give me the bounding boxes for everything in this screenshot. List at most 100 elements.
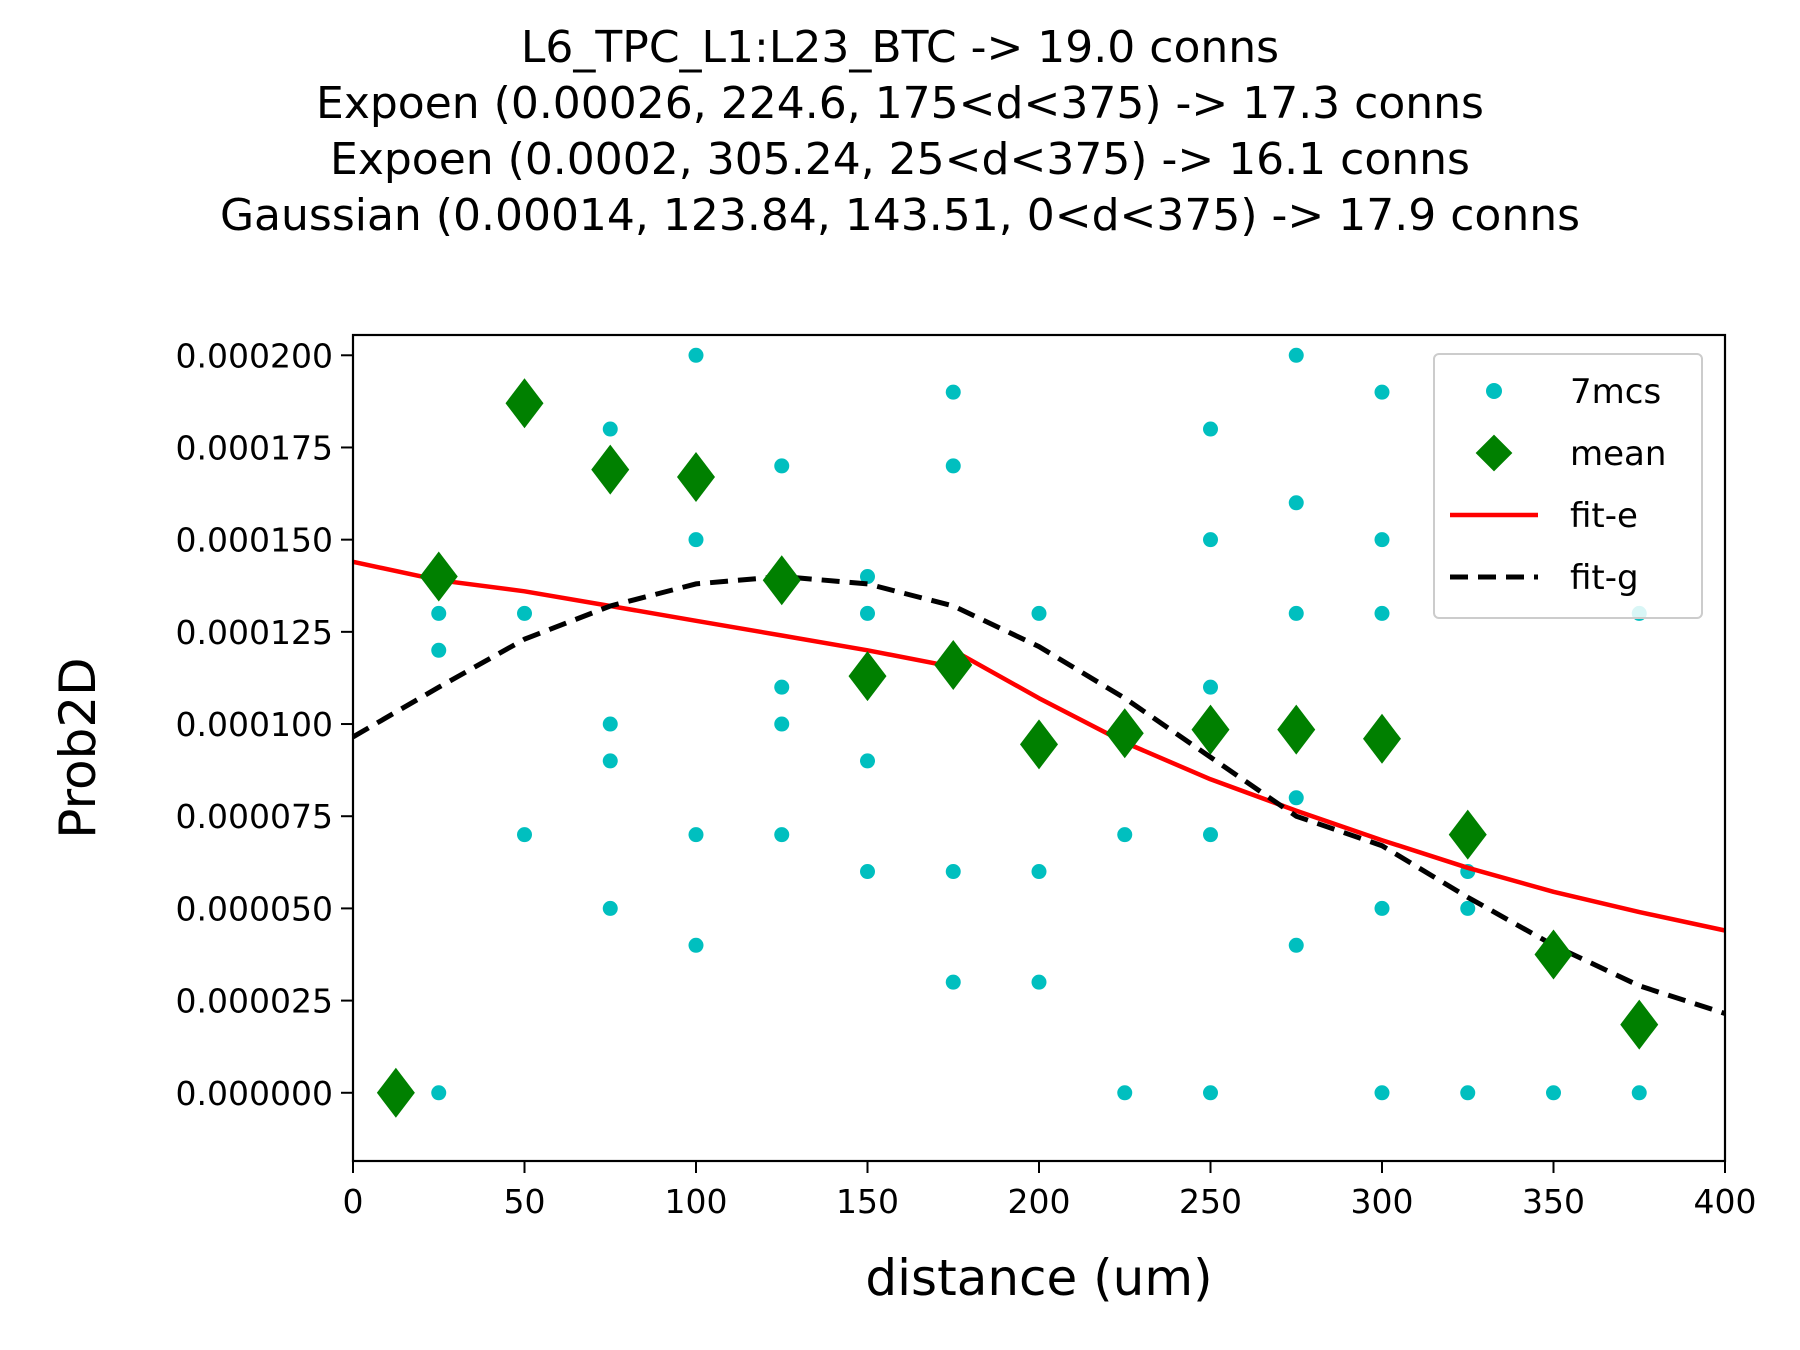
y-tick-label: 0.000125 [176,613,333,652]
y-tick-label: 0.000025 [176,982,333,1021]
mean-marker [1191,704,1230,755]
sample-point [1031,605,1047,621]
sample-point [602,900,618,916]
sample-point [860,569,875,585]
sample-point [688,532,704,548]
mean-marker [1020,719,1058,770]
sample-point [774,679,790,695]
y-tick-label: 0.000050 [176,889,333,928]
sample-point [774,716,790,732]
legend-fit-g-label: fit-g [1570,558,1639,598]
y-tick-label: 0.000175 [176,428,333,467]
sample-point [860,605,875,621]
y-tick-label: 0.000200 [176,336,333,375]
x-tick-label: 250 [1179,1182,1242,1221]
mean-marker [376,1067,415,1118]
sample-point [1631,1085,1647,1101]
sample-point [945,458,961,474]
legend-mean-label: mean [1570,434,1666,474]
mean-marker [1105,708,1144,759]
title-line-3: Expoen (0.0002, 305.24, 25<d<375) -> 16.… [330,134,1470,185]
sample-point [602,753,618,769]
y-tick-label: 0.000100 [176,705,333,744]
x-tick-label: 400 [1694,1182,1757,1221]
y-tick-label: 0.000075 [176,797,333,836]
sample-point [688,937,704,953]
mean-marker [677,451,715,502]
sample-point [1203,827,1218,843]
sample-point [1031,974,1047,990]
sample-point [774,458,790,474]
legend-7mcs-marker [1486,383,1502,399]
mean-marker [848,651,887,702]
x-axis-label: distance (um) [865,1249,1212,1307]
sample-point [602,716,618,732]
legend-7mcs-label: 7mcs [1570,372,1661,412]
sample-point [774,827,790,843]
mean-marker [505,378,544,429]
sample-point [1374,605,1390,621]
sample-point [1288,605,1304,621]
sample-point [1288,495,1304,511]
sample-point [517,827,532,843]
sample-point [1374,384,1390,400]
mean-marker [1620,999,1659,1050]
x-tick-label: 50 [504,1182,546,1221]
legend-fit-e-label: fit-e [1570,496,1638,536]
sample-point [1374,900,1390,916]
sample-point [860,864,875,880]
x-tick-label: 200 [1008,1182,1071,1221]
sample-point [1203,532,1218,548]
sample-point [1031,864,1047,880]
sample-point [1203,421,1218,437]
sample-point [1117,1085,1133,1101]
title-line-2: Expoen (0.00026, 224.6, 175<d<375) -> 17… [316,78,1484,129]
sample-point [1288,790,1304,806]
sample-point [517,605,532,621]
sample-point [945,974,961,990]
title-line-4: Gaussian (0.00014, 123.84, 143.51, 0<d<3… [220,190,1580,241]
mean-marker [419,551,458,602]
mean-marker [1277,704,1316,755]
legend-mean-marker [1475,434,1513,472]
chart-title: L6_TPC_L1:L23_BTC -> 19.0 conns Expoen (… [220,22,1580,241]
series-mean [376,378,1659,1118]
sample-point [1374,532,1390,548]
y-axis-label: Prob2D [49,657,107,838]
y-axis-ticks: 0.000000 0.000025 0.000050 0.000075 0.000100… [176,336,353,1113]
sample-point [602,421,618,437]
sample-point [1288,937,1304,953]
x-tick-label: 0 [343,1182,364,1221]
sample-point [945,864,961,880]
plot-frame [351,333,1727,1163]
sample-point [1203,1085,1218,1101]
sample-point [688,827,704,843]
mean-marker [1448,809,1487,860]
mean-marker [1534,929,1573,980]
legend-box [1433,353,1703,619]
y-tick-label: 0.000000 [176,1074,333,1113]
x-tick-label: 150 [836,1182,899,1221]
sample-point [1117,827,1133,843]
legend: 7mcs mean fit-e fit-g [1433,353,1703,619]
mean-marker [934,640,973,691]
sample-point [431,605,447,621]
mean-marker [591,444,630,495]
sample-point [945,384,961,400]
sample-point [1374,1085,1390,1101]
x-axis-ticks: 0 50 100 150 200 250 300 350 400 [343,1161,1757,1221]
mean-marker [762,555,801,606]
sample-point [1460,900,1476,916]
sample-point [431,642,447,658]
fit-e-line-segment-2 [952,648,1726,933]
x-tick-label: 100 [665,1182,728,1221]
sample-point [1288,347,1304,363]
sample-point [860,753,875,769]
x-tick-label: 300 [1351,1182,1414,1221]
x-tick-label: 350 [1522,1182,1585,1221]
sample-point [688,347,704,363]
fit-g-line [351,573,1726,1016]
sample-point [431,1085,447,1101]
y-tick-label: 0.000150 [176,521,333,560]
